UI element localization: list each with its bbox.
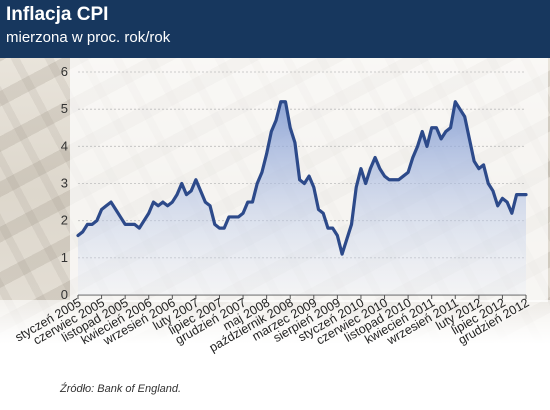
chart-subtitle: mierzona w proc. rok/rok [6,29,171,46]
y-tick-label: 3 [61,176,68,191]
y-tick-label: 4 [61,138,68,153]
y-tick-label: 1 [61,250,68,265]
series-area [78,101,526,295]
header-bar: Inflacja CPI mierzona w proc. rok/rok [0,0,550,58]
chart-title: Inflacja CPI [6,4,109,25]
y-tick-label: 5 [61,101,68,116]
bottom-fade [0,300,550,410]
series-line [76,100,528,256]
y-tick-label: 6 [61,64,68,79]
source-note: Źródło: Bank of England. [60,383,182,395]
y-tick-label: 0 [61,287,68,302]
y-tick-label: 2 [61,213,68,228]
